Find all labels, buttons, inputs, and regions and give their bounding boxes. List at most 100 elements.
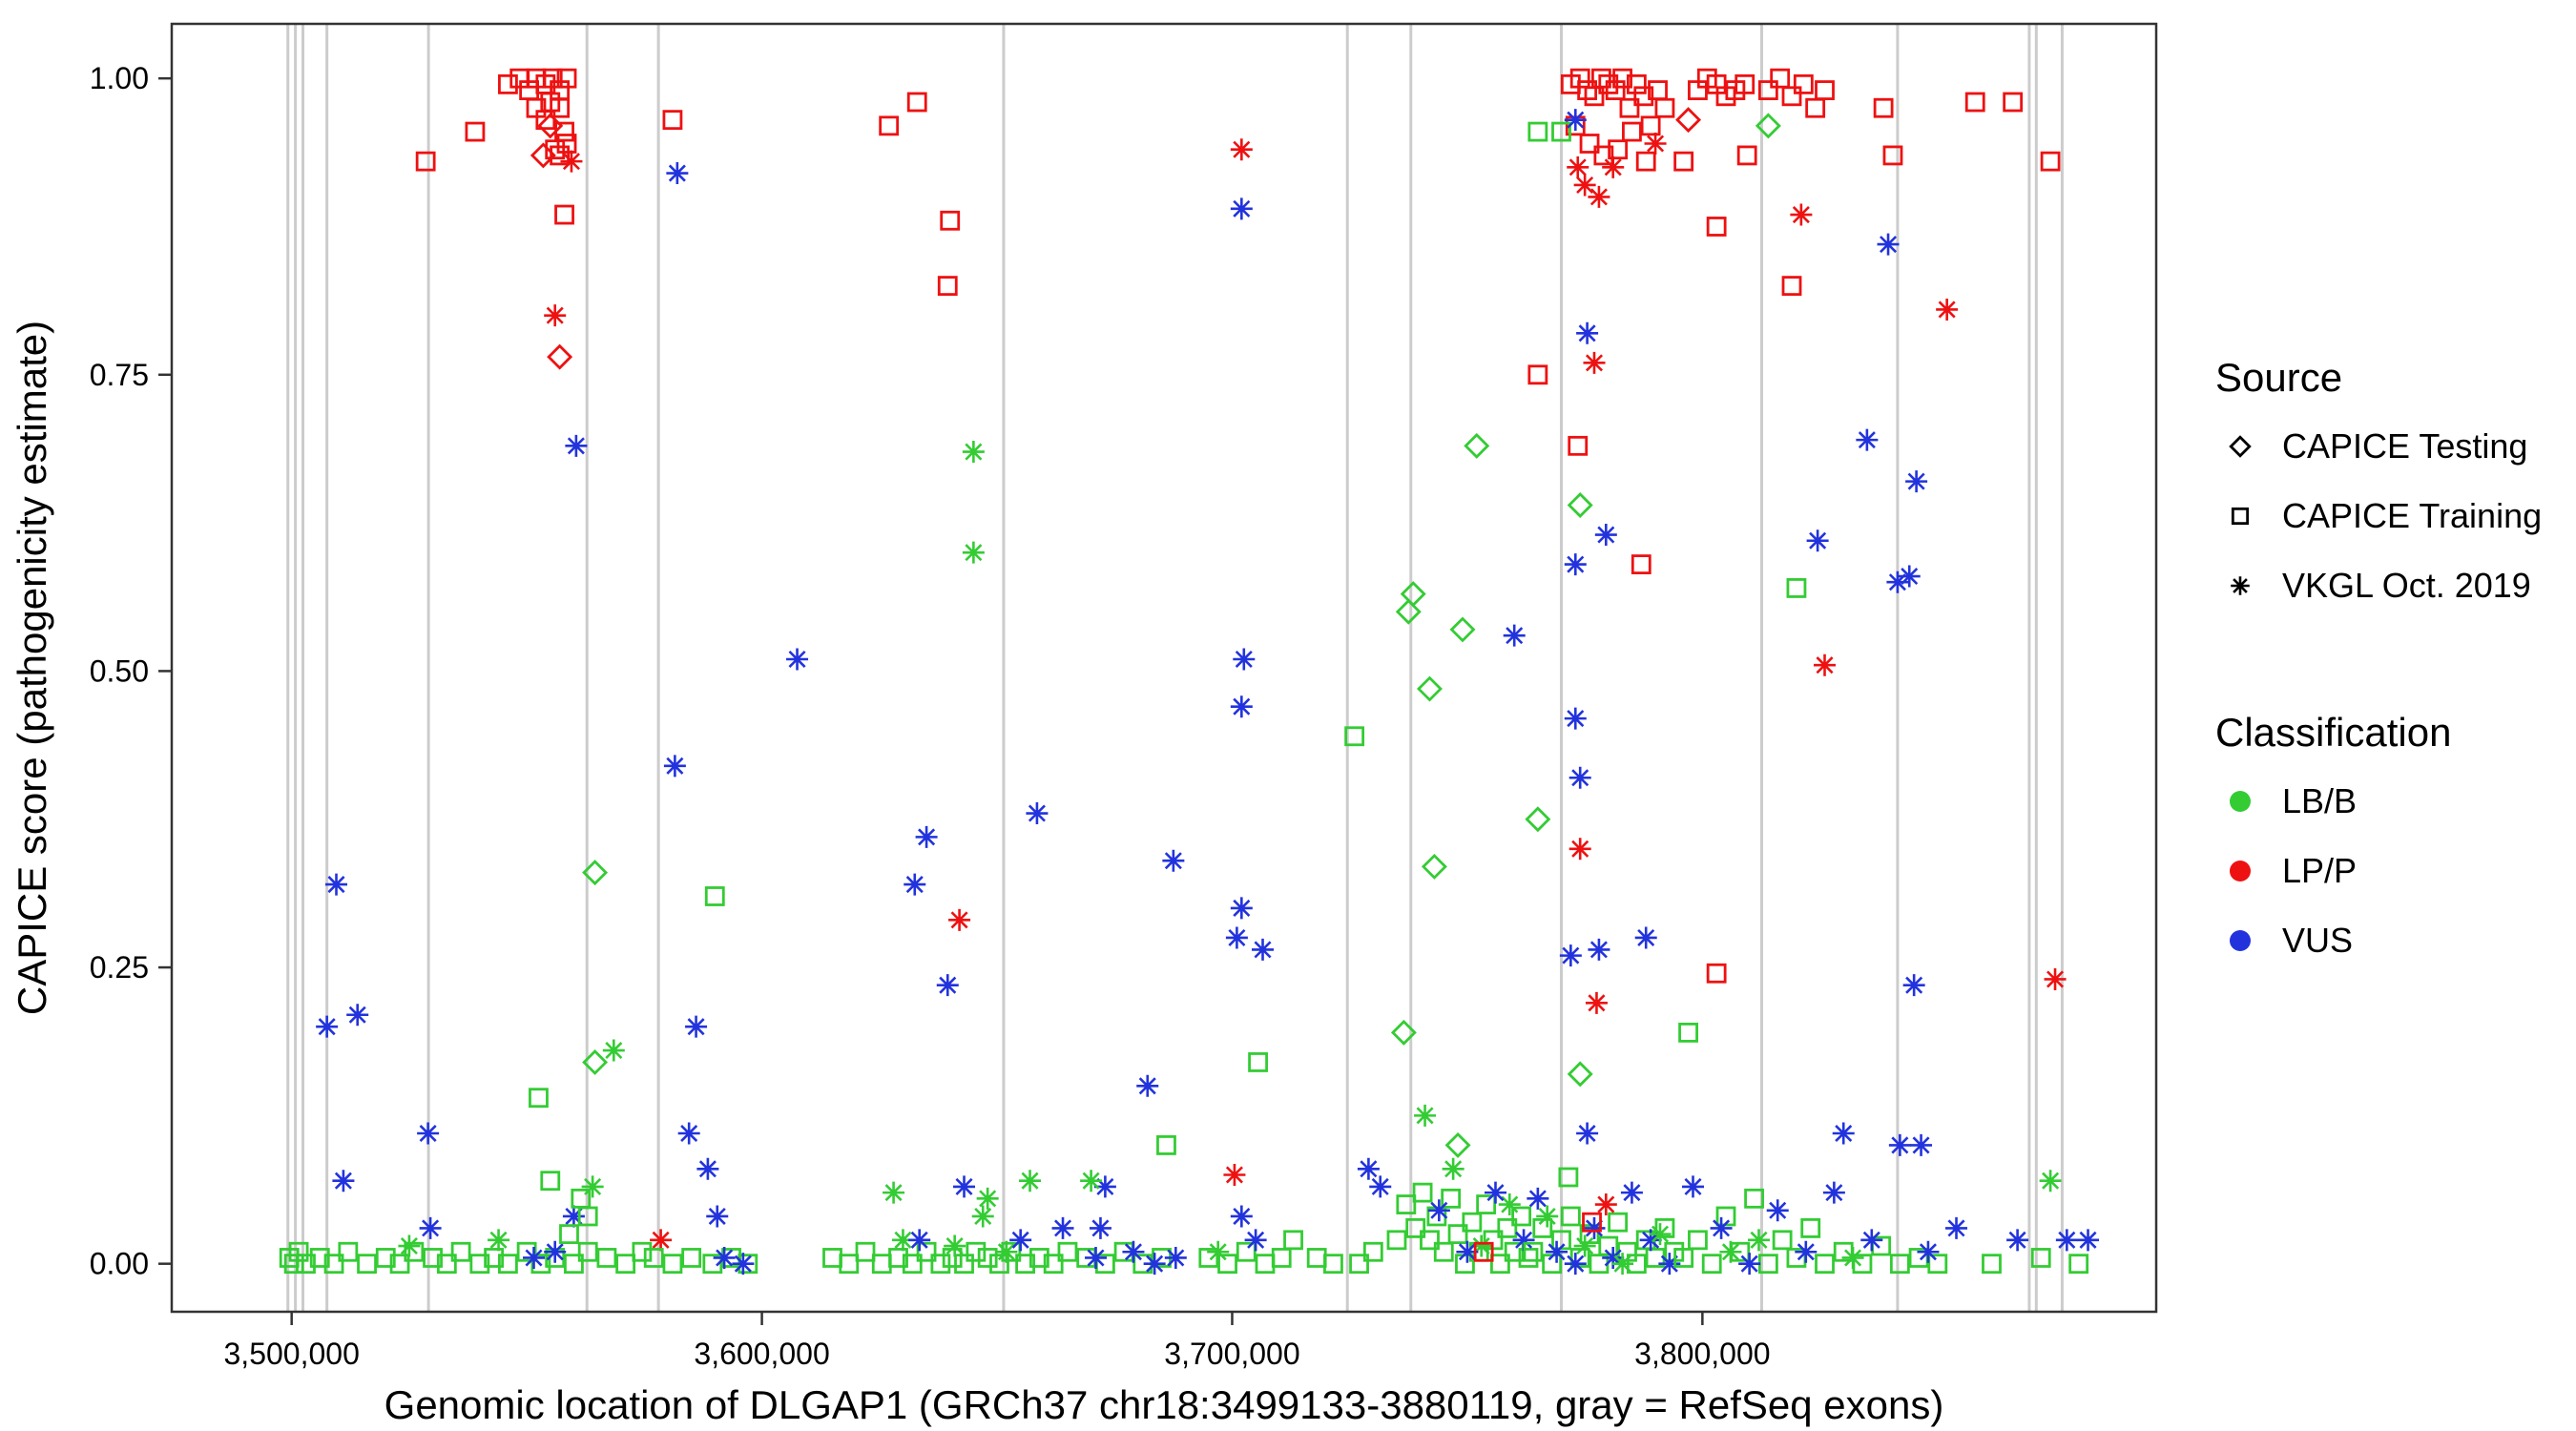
data-point bbox=[1770, 68, 1791, 89]
data-point bbox=[1569, 68, 1590, 89]
data-point bbox=[1568, 435, 1589, 456]
data-point bbox=[1701, 1254, 1722, 1275]
data-point bbox=[1927, 1254, 1948, 1275]
data-point bbox=[1882, 145, 1903, 166]
data-point bbox=[1649, 1223, 1672, 1246]
data-point bbox=[1619, 97, 1640, 118]
data-point bbox=[1420, 1230, 1440, 1251]
data-point bbox=[1043, 1254, 1064, 1275]
data-point bbox=[1568, 766, 1591, 789]
data-point bbox=[696, 1157, 719, 1180]
data-point bbox=[1640, 115, 1661, 136]
data-point bbox=[1344, 726, 1365, 747]
data-point bbox=[883, 1181, 905, 1204]
data-point bbox=[1244, 1229, 1267, 1252]
data-point bbox=[1598, 73, 1619, 94]
data-point bbox=[1738, 1253, 1761, 1275]
data-point bbox=[582, 860, 609, 886]
y-tick-label: 0.00 bbox=[90, 1247, 149, 1281]
data-point bbox=[1654, 97, 1675, 118]
data-point bbox=[556, 134, 577, 154]
data-point bbox=[419, 1216, 442, 1239]
data-point bbox=[1230, 897, 1253, 920]
data-point bbox=[1841, 1246, 1864, 1269]
legend-class-item-label: LB/B bbox=[2282, 781, 2357, 820]
data-point bbox=[1576, 1122, 1599, 1145]
data-point bbox=[1252, 938, 1275, 961]
data-point bbox=[1080, 1170, 1103, 1192]
data-point bbox=[602, 1039, 625, 1062]
data-point bbox=[484, 1248, 505, 1268]
data-point bbox=[908, 1229, 931, 1252]
data-point bbox=[357, 1254, 377, 1275]
data-point bbox=[1230, 695, 1253, 718]
data-point bbox=[1744, 1188, 1764, 1209]
data-point bbox=[1390, 1019, 1417, 1046]
data-point bbox=[650, 1229, 673, 1252]
data-point bbox=[2040, 151, 2061, 172]
data-point bbox=[1564, 109, 1587, 132]
data-point bbox=[577, 1241, 598, 1262]
data-point bbox=[995, 1240, 1018, 1263]
data-point bbox=[1593, 145, 1614, 166]
data-point bbox=[2044, 967, 2067, 990]
data-point bbox=[1248, 1052, 1268, 1072]
data-point bbox=[685, 1015, 708, 1038]
data-point bbox=[288, 1241, 309, 1262]
data-point bbox=[891, 1229, 914, 1252]
data-point bbox=[1982, 1254, 2002, 1275]
data-point bbox=[1588, 938, 1610, 961]
data-point bbox=[544, 304, 567, 327]
data-point bbox=[1793, 73, 1814, 94]
data-point bbox=[2003, 92, 2024, 113]
data-point bbox=[1421, 853, 1447, 880]
data-point bbox=[1635, 151, 1656, 172]
data-point bbox=[1590, 68, 1611, 89]
data-point bbox=[1236, 1241, 1257, 1262]
data-point bbox=[1464, 432, 1490, 459]
data-point bbox=[375, 1248, 396, 1268]
legend-shape-as-icon bbox=[2231, 576, 2250, 595]
data-point bbox=[1207, 1240, 1230, 1263]
data-point bbox=[2055, 1229, 2078, 1252]
data-point bbox=[1594, 1193, 1617, 1216]
data-point bbox=[316, 1015, 339, 1038]
legend-class-item-label: VUS bbox=[2282, 921, 2353, 960]
data-point bbox=[1156, 1135, 1176, 1155]
data-point bbox=[1856, 428, 1879, 451]
data-point bbox=[1583, 351, 1606, 374]
data-point bbox=[523, 1246, 546, 1269]
data-point bbox=[1945, 1216, 1968, 1239]
data-point bbox=[1323, 1254, 1343, 1275]
data-point bbox=[530, 142, 556, 169]
data-point bbox=[971, 1205, 994, 1228]
x-tick-label: 3,600,000 bbox=[694, 1337, 829, 1371]
data-point bbox=[1675, 107, 1702, 134]
data-point bbox=[1558, 1167, 1579, 1188]
data-point bbox=[1605, 80, 1626, 100]
data-point bbox=[423, 1248, 443, 1268]
data-point bbox=[855, 1241, 876, 1262]
data-point bbox=[1283, 1230, 1303, 1251]
data-point bbox=[498, 1254, 518, 1275]
data-point bbox=[1815, 1254, 1835, 1275]
data-point bbox=[1889, 1254, 1910, 1275]
data-point bbox=[577, 1206, 598, 1227]
data-point bbox=[1877, 233, 1900, 256]
legend-class-item-label: LP/P bbox=[2282, 851, 2357, 890]
data-point bbox=[1225, 926, 1248, 949]
data-point bbox=[417, 1122, 440, 1145]
data-point bbox=[389, 1254, 410, 1275]
data-point bbox=[537, 113, 564, 139]
data-point bbox=[713, 1246, 736, 1269]
data-point bbox=[677, 1122, 700, 1145]
data-point bbox=[962, 541, 985, 564]
data-point bbox=[1612, 68, 1632, 89]
data-point bbox=[1051, 1216, 1074, 1239]
data-point bbox=[488, 1229, 510, 1252]
data-point bbox=[1497, 1218, 1518, 1238]
data-point bbox=[1559, 944, 1582, 967]
y-axis-title: CAPICE score (pathogenicity estimate) bbox=[10, 321, 54, 1015]
